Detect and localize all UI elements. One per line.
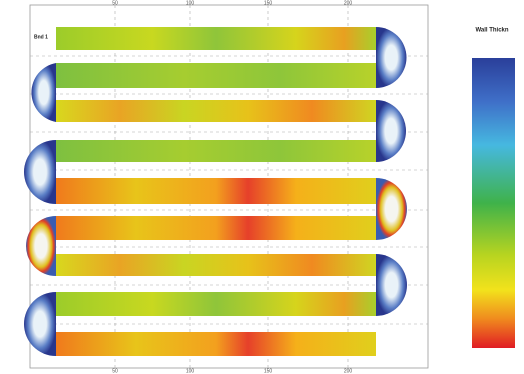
tubes xyxy=(56,292,376,316)
tubes xyxy=(56,100,376,122)
bends xyxy=(376,27,407,88)
tubes xyxy=(56,254,376,276)
bottom-tick: 100 xyxy=(186,368,195,374)
colorbar-title: Wall Thickn xyxy=(475,28,508,34)
tubes xyxy=(56,216,376,240)
bends xyxy=(31,63,56,122)
bends xyxy=(376,178,407,240)
tube-label: Bnd 1 xyxy=(34,34,48,40)
bottom-tick: 50 xyxy=(112,368,118,374)
tubes xyxy=(56,140,376,162)
top-tick: 200 xyxy=(344,0,353,6)
tubes xyxy=(56,332,376,356)
bends xyxy=(24,140,56,204)
tubes xyxy=(56,178,376,204)
bends xyxy=(24,27,407,356)
bottom-tick: 150 xyxy=(264,368,273,374)
bends xyxy=(376,100,406,162)
top-tick: 50 xyxy=(112,0,118,6)
top-tick: 150 xyxy=(264,0,273,6)
colorbar xyxy=(472,58,515,348)
bottom-tick: 200 xyxy=(344,368,353,374)
bends xyxy=(376,254,407,316)
tubes xyxy=(56,63,376,88)
bends xyxy=(24,292,56,356)
tubes xyxy=(56,27,376,356)
tubes xyxy=(56,27,376,50)
top-tick: 100 xyxy=(186,0,195,6)
bends xyxy=(26,216,56,276)
